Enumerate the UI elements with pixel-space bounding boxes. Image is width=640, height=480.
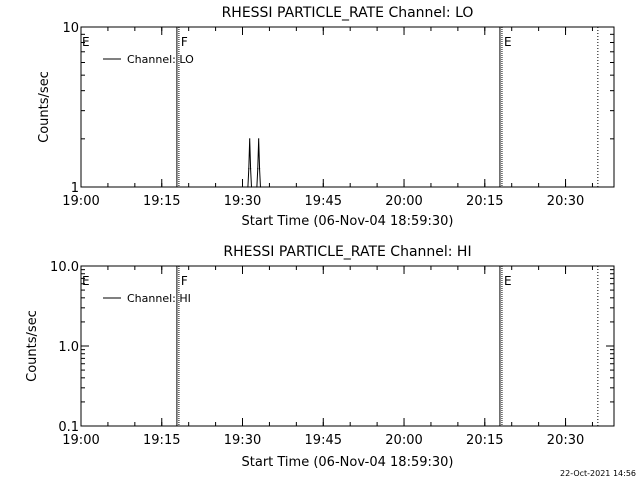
chart2-marker-label: E [504, 274, 512, 288]
chart1-legend-label: Channel: LO [127, 53, 194, 66]
chart2-plot-frame [80, 265, 615, 427]
footer-timestamp: 22-Oct-2021 14:56 [560, 469, 636, 478]
chart2-x-tick-label: 19:00 [62, 433, 99, 448]
chart2-x-tick-label: 20:15 [466, 433, 503, 448]
chart1-plot-frame [80, 26, 615, 188]
chart2-y-axis-label: Counts/sec [25, 310, 40, 382]
chart1-x-tick-label: 20:30 [547, 194, 584, 209]
chart1-data-point [249, 138, 251, 140]
chart1-x-tick-label: 20:15 [466, 194, 503, 209]
chart2-title: RHESSI PARTICLE_RATE Channel: HI [223, 244, 471, 260]
chart2-x-tick-label: 19:45 [305, 433, 342, 448]
chart1-data-point [250, 186, 253, 188]
chart2-y-tick-label: 10.0 [50, 260, 79, 275]
chart1-edge-label: E [82, 35, 90, 49]
chart2-y-tick-label: 1.0 [58, 340, 79, 355]
chart1-data-point [257, 168, 259, 170]
chart1-data-point [259, 186, 262, 188]
chart1-x-tick-label: 19:00 [62, 194, 99, 209]
chart1-data-point [248, 168, 250, 170]
chart1-y-tick-label: 1 [71, 181, 79, 196]
chart2-x-axis-label: Start Time (06-Nov-04 18:59:30) [242, 455, 454, 470]
chart1-series-line [247, 138, 261, 188]
chart1-x-axis-label: Start Time (06-Nov-04 18:59:30) [242, 214, 454, 229]
chart1-x-tick-label: 19:30 [224, 194, 261, 209]
chart2-x-tick-label: 20:00 [385, 433, 422, 448]
chart2-legend-label: Channel: HI [127, 292, 191, 305]
chart1-x-tick-label: 20:00 [385, 194, 422, 209]
chart2-marker-label: F [181, 274, 188, 288]
chart1-title: RHESSI PARTICLE_RATE Channel: LO [222, 5, 474, 21]
chart1-y-axis-label: Counts/sec [37, 71, 52, 143]
chart1-marker-label: E [504, 35, 512, 49]
chart1-data-point [258, 168, 261, 170]
chart2-x-tick-label: 19:30 [224, 433, 261, 448]
chart1-y-tick-label: 10 [62, 21, 79, 36]
chart1-data-point [249, 168, 252, 170]
chart2-edge-label: E [82, 274, 90, 288]
chart2-y-tick-label: 0.1 [58, 420, 79, 435]
chart1-marker-label: F [181, 35, 188, 49]
chart1-x-tick-label: 19:15 [143, 194, 180, 209]
chart1-data-point [247, 186, 249, 188]
chart1-data-point [256, 186, 258, 188]
chart2-x-tick-label: 20:30 [547, 433, 584, 448]
chart2-x-tick-label: 19:15 [143, 433, 180, 448]
chart1-data-point [258, 138, 260, 140]
chart1-x-tick-label: 19:45 [305, 194, 342, 209]
